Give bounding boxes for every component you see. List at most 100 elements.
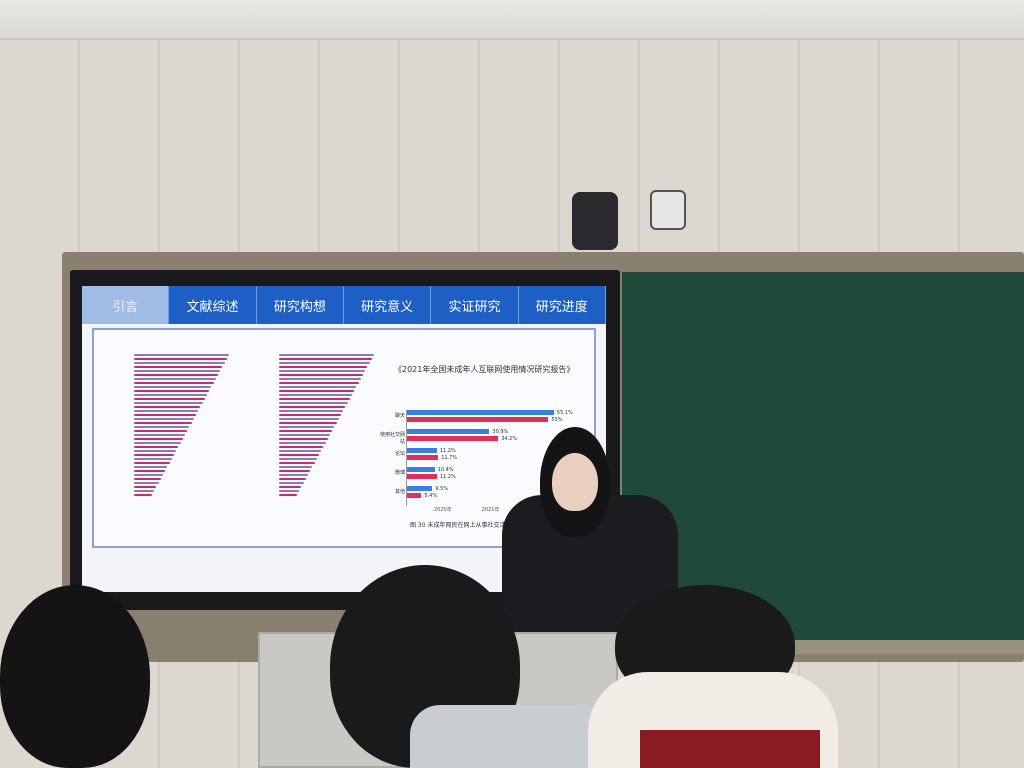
decorative-bar xyxy=(279,410,344,412)
decorative-bar xyxy=(279,450,322,452)
decorative-bar xyxy=(279,418,339,420)
decorative-bar xyxy=(279,394,352,396)
decorative-bar xyxy=(134,354,229,356)
decorative-bar xyxy=(279,426,335,428)
camera-icon xyxy=(650,190,686,230)
tab-progress[interactable]: 研究进度 xyxy=(518,286,606,324)
decorative-bar xyxy=(134,454,174,456)
value-label: 10.4% xyxy=(437,467,454,473)
decorative-bar xyxy=(134,470,166,472)
decorative-bar xyxy=(134,422,192,424)
chalk-tray xyxy=(790,640,1024,654)
decorative-bar xyxy=(134,438,183,440)
value-label: 11.2% xyxy=(439,474,456,480)
value-label: 53% xyxy=(551,417,563,423)
decorative-bar xyxy=(134,374,218,376)
slide: 引言 文献综述 研究构想 研究意义 实证研究 研究进度 《2021年全国未成年人… xyxy=(82,286,606,592)
decorative-bar xyxy=(279,378,361,380)
tab-literature[interactable]: 文献综述 xyxy=(169,286,257,324)
tab-empirical[interactable]: 实证研究 xyxy=(431,286,519,324)
decorative-bar xyxy=(279,434,330,436)
left-chart-2 xyxy=(279,354,379,498)
tab-design[interactable]: 研究构想 xyxy=(256,286,344,324)
bar-2020年-微博 xyxy=(407,467,435,472)
decorative-bar xyxy=(279,462,315,464)
decorative-bar xyxy=(279,374,363,376)
category-label: 微博 xyxy=(394,470,405,476)
decorative-bar xyxy=(134,446,179,448)
decorative-bar xyxy=(134,482,159,484)
audience-head xyxy=(0,585,150,768)
decorative-bar xyxy=(134,450,177,452)
decorative-bar xyxy=(279,386,357,388)
bar-2021年-微博 xyxy=(407,474,437,479)
bar-2021年-论坛 xyxy=(407,455,439,460)
decorative-bar xyxy=(134,398,205,400)
legend-2020: 2020年 xyxy=(434,507,452,513)
decorative-bar xyxy=(279,402,348,404)
decorative-bar xyxy=(279,454,319,456)
decorative-bar xyxy=(134,418,194,420)
category-label: 其他 xyxy=(394,489,405,495)
decorative-bar xyxy=(279,422,337,424)
decorative-bar xyxy=(134,386,212,388)
decorative-bar xyxy=(134,362,225,364)
value-label: 5.4% xyxy=(424,493,438,499)
decorative-bar xyxy=(279,398,350,400)
tab-intro[interactable]: 引言 xyxy=(82,286,170,324)
decorative-bar xyxy=(279,354,374,356)
figure-caption: 图 30 未成年网民在网上从事社交活动的 xyxy=(410,522,518,529)
decorative-bar xyxy=(134,442,181,444)
decorative-bar xyxy=(134,406,201,408)
social-activity-chart: 聊天 55.1% 53% 使用社交网站 30.9% 34.2% 论坛 11.2% 11.7% 微博… xyxy=(380,410,573,506)
decorative-bar xyxy=(279,466,313,468)
decorative-bar xyxy=(134,366,223,368)
bar-2021年-其他 xyxy=(407,493,422,498)
decorative-bar xyxy=(279,482,304,484)
slide-tabs: 引言 文献综述 研究构想 研究意义 实证研究 研究进度 xyxy=(82,286,606,324)
decorative-bar xyxy=(279,366,368,368)
bar-2021年-聊天 xyxy=(407,417,549,422)
decorative-bar xyxy=(134,434,185,436)
decorative-bar xyxy=(134,494,152,496)
decorative-bar xyxy=(134,402,203,404)
decorative-bar xyxy=(134,382,214,384)
category-label: 论坛 xyxy=(394,451,405,457)
category-label: 使用社交网站 xyxy=(379,432,405,445)
decorative-bar xyxy=(279,382,359,384)
report-title: 《2021年全国未成年人互联网使用情况研究报告》 xyxy=(394,365,575,374)
decorative-bar xyxy=(279,474,308,476)
decorative-bar xyxy=(134,414,196,416)
decorative-bar xyxy=(134,410,199,412)
decorative-bar xyxy=(134,426,190,428)
decorative-bar xyxy=(279,442,326,444)
decorative-bar xyxy=(279,358,372,360)
tab-significance[interactable]: 研究意义 xyxy=(343,286,432,324)
decorative-bar xyxy=(134,458,172,460)
decorative-bar xyxy=(134,394,207,396)
decorative-bar xyxy=(134,486,157,488)
bar-2020年-论坛 xyxy=(407,448,437,453)
value-label: 34.2% xyxy=(501,436,518,442)
decorative-bar xyxy=(134,474,163,476)
bar-2021年-使用社交网站 xyxy=(407,436,499,441)
decorative-bar xyxy=(279,446,324,448)
decorative-bar xyxy=(279,486,302,488)
chart-legend: 2020年 2021年 xyxy=(434,506,499,513)
decorative-bar xyxy=(279,458,317,460)
decorative-bar xyxy=(279,490,300,492)
value-label: 11.7% xyxy=(441,455,458,461)
decorative-bar xyxy=(279,470,311,472)
decorative-bar xyxy=(134,358,227,360)
legend-2021: 2021年 xyxy=(481,507,500,513)
value-label: 9.5% xyxy=(435,486,449,492)
category-label: 聊天 xyxy=(394,413,405,419)
decorative-bar xyxy=(279,494,297,496)
decorative-bar xyxy=(279,438,328,440)
chalkboard xyxy=(622,272,1024,644)
value-label: 55.1% xyxy=(556,410,573,416)
bar-2020年-聊天 xyxy=(407,410,554,415)
camera-icon xyxy=(572,192,618,250)
decorative-bar xyxy=(279,430,333,432)
bar-2020年-其他 xyxy=(407,486,433,491)
